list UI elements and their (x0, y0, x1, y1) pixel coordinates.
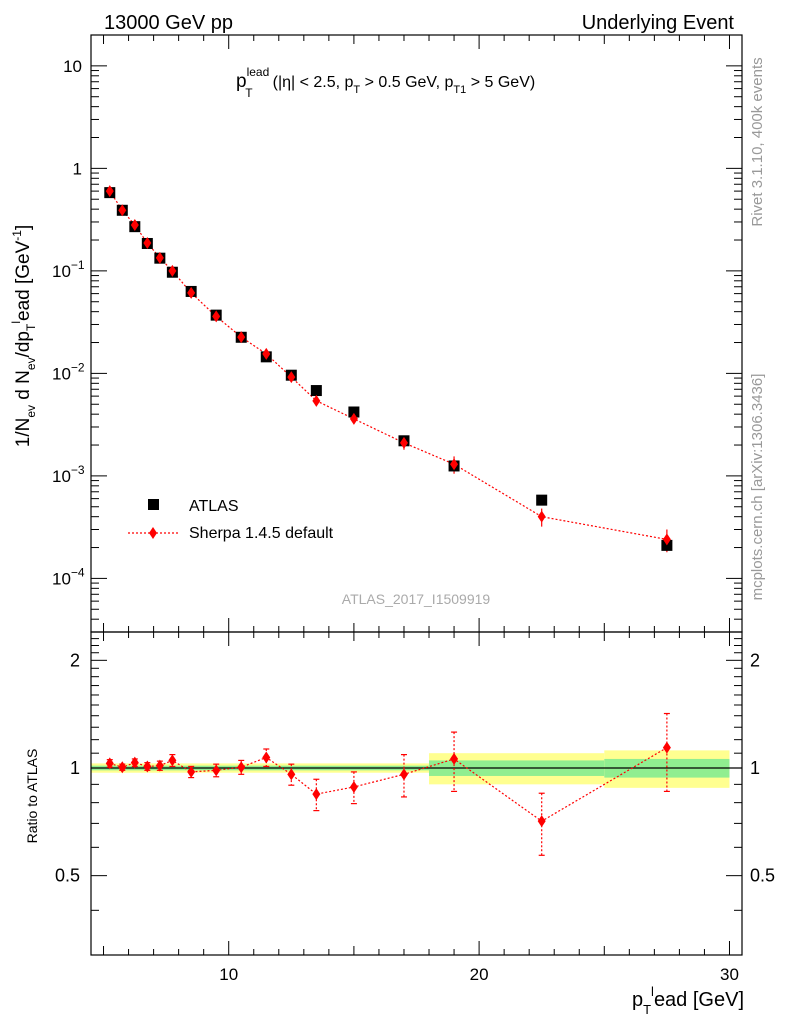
x-tick-label: 30 (720, 965, 739, 984)
mc-point (662, 533, 671, 546)
ratio-point (662, 741, 671, 754)
mc-point (537, 510, 546, 523)
main-y-tick-label: 10−1 (52, 258, 85, 281)
mc-point (187, 286, 196, 299)
ratio-point (168, 754, 177, 767)
ratio-point (105, 757, 114, 770)
main-panel: 10 1 10−1 10−2 10−3 10−4 (52, 34, 743, 633)
mc-point (130, 219, 139, 232)
main-y-tick-label: 10−3 (52, 463, 85, 486)
mc-point (312, 394, 321, 407)
mc-point (399, 436, 408, 449)
ratio-point (349, 780, 358, 793)
x-tick-label: 10 (219, 965, 238, 984)
legend: ATLAS Sherpa 1.4.5 default (128, 498, 334, 542)
analysis-id: ATLAS_2017_I1509919 (342, 591, 491, 607)
ratio-frame (90, 631, 743, 956)
ratio-point (130, 756, 139, 769)
ratio-point (187, 765, 196, 778)
ratio-y-tick-label: 1 (70, 758, 80, 778)
mc-point (155, 251, 164, 264)
mc-point (287, 371, 296, 384)
legend-sherpa-marker (149, 527, 157, 539)
legend-atlas-label: ATLAS (189, 498, 239, 515)
ratio-y-tick-label-right: 2 (750, 650, 760, 670)
header-left: 13000 GeV pp (104, 12, 233, 34)
ratio-point (399, 768, 408, 781)
ratio-point (212, 764, 221, 777)
ratio-ylabel: Ratio to ATLAS (24, 749, 40, 844)
data-point (536, 494, 548, 506)
main-y-tick-label: 10−4 (52, 565, 85, 588)
main-y-tick-label: 1 (73, 159, 82, 178)
data-point (348, 406, 360, 418)
mc-point (450, 458, 459, 471)
mc-point (143, 237, 152, 250)
mc-point (105, 185, 114, 198)
ratio-y-tick-label: 0.5 (55, 866, 80, 886)
mc-point (168, 264, 177, 277)
side-mcplots-label: mcplots.cern.ch [arXiv:1306.3436] (749, 374, 766, 601)
ratio-y-tick-label-right: 1 (750, 758, 760, 778)
ratio-point (537, 815, 546, 828)
ratio-point (118, 761, 127, 774)
header-right: Underlying Event (582, 12, 735, 34)
mc-point (262, 347, 271, 360)
mc-point (212, 310, 221, 323)
plot-annotation: plead T(|η| < 2.5, pT > 0.5 GeV, pT1 > 5 … (236, 65, 535, 100)
side-rivet-label: Rivet 3.1.10, 400k events (749, 57, 766, 226)
ratio-y-tick-label: 2 (70, 650, 80, 670)
legend-atlas-marker (148, 499, 159, 510)
data-point (310, 385, 322, 397)
ratio-point (287, 768, 296, 781)
ratio-panel: 10 20 30 0.5 0.5 1 1 2 2 (55, 631, 775, 984)
x-tick-label: 20 (470, 965, 489, 984)
ratio-point (143, 760, 152, 773)
mc-point (118, 204, 127, 217)
ratio-point (237, 761, 246, 774)
ratio-point (155, 759, 164, 772)
main-y-tick-label: 10−2 (52, 360, 85, 383)
mc-point (237, 331, 246, 344)
main-y-tick-label: 10 (63, 57, 82, 76)
ratio-point (312, 788, 321, 801)
ratio-point (262, 751, 271, 764)
main-frame (90, 34, 743, 633)
legend-sherpa-label: Sherpa 1.4.5 default (189, 525, 334, 542)
mc-series-line (109, 190, 667, 541)
mc-point (349, 412, 358, 425)
main-ylabel: 1/Nev d Nev/dpTlead [GeV-1] (9, 225, 38, 447)
ratio-y-tick-label-right: 0.5 (750, 866, 775, 886)
ratio-point (450, 752, 459, 765)
x-axis-label: pTlead [GeV] (632, 984, 744, 1017)
